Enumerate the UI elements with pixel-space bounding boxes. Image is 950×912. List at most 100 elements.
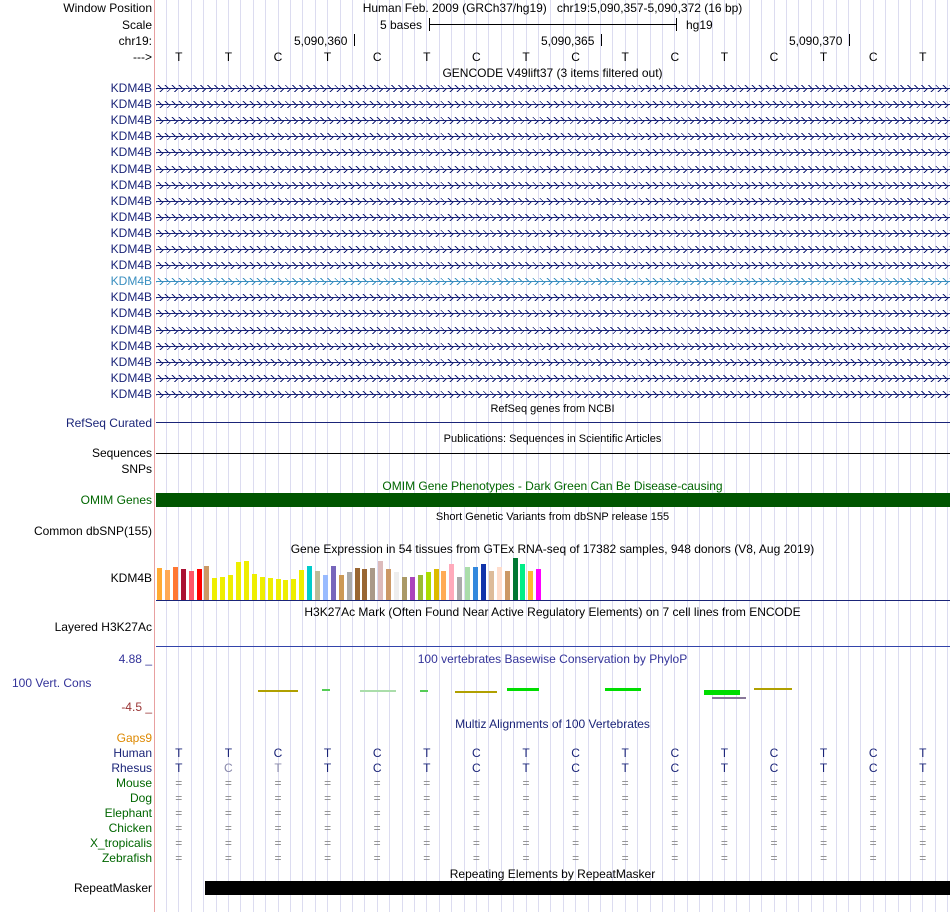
species-label[interactable]: Human xyxy=(113,746,152,760)
gtex-tissue-bar[interactable] xyxy=(354,568,360,600)
gencode-transcript-line[interactable] xyxy=(156,294,950,302)
gencode-transcript-line[interactable] xyxy=(156,358,950,366)
gtex-tissue-bar[interactable] xyxy=(172,567,178,600)
dbsnp-label[interactable]: Common dbSNP(155) xyxy=(33,524,152,538)
gencode-transcript-line[interactable] xyxy=(156,133,950,141)
gtex-tissue-bar[interactable] xyxy=(417,575,423,600)
species-label[interactable]: Dog xyxy=(129,791,152,805)
gtex-tissue-bar[interactable] xyxy=(338,575,344,600)
gencode-gene-label[interactable]: KDM4B xyxy=(110,225,152,240)
refseq-track-title[interactable]: RefSeq genes from NCBI xyxy=(490,403,615,415)
gtex-tissue-bar[interactable] xyxy=(243,561,249,600)
gaps-label[interactable]: Gaps9 xyxy=(116,731,152,745)
gtex-track-title[interactable]: Gene Expression in 54 tissues from GTEx … xyxy=(290,542,815,556)
gtex-tissue-bar[interactable] xyxy=(283,580,289,600)
gencode-transcript-line[interactable] xyxy=(156,213,950,221)
gtex-tissue-bar[interactable] xyxy=(236,562,241,600)
conservation-track-title[interactable]: 100 vertebrates Basewise Conservation by… xyxy=(417,652,688,666)
gtex-tissue-bar[interactable] xyxy=(465,567,471,600)
omim-feature-bar[interactable] xyxy=(156,493,950,507)
gencode-gene-label[interactable]: KDM4B xyxy=(110,81,152,95)
gtex-label[interactable]: KDM4B xyxy=(110,571,152,585)
gtex-tissue-bar[interactable] xyxy=(322,575,328,600)
gencode-gene-label[interactable]: KDM4B xyxy=(110,129,152,144)
gtex-tissue-bar[interactable] xyxy=(204,566,210,600)
refseq-label[interactable]: RefSeq Curated xyxy=(65,416,152,430)
gtex-tissue-bar[interactable] xyxy=(504,571,510,600)
gencode-gene-label[interactable]: KDM4B xyxy=(110,113,152,128)
gencode-transcript-line[interactable] xyxy=(156,326,950,334)
gtex-tissue-bar[interactable] xyxy=(370,568,376,600)
omim-track-title[interactable]: OMIM Gene Phenotypes - Dark Green Can Be… xyxy=(382,479,723,493)
gtex-tissue-bar[interactable] xyxy=(291,579,297,600)
omim-label[interactable]: OMIM Genes xyxy=(80,493,152,507)
gtex-tissue-bar[interactable] xyxy=(425,572,431,600)
gencode-gene-label[interactable]: KDM4B xyxy=(110,306,152,321)
gencode-gene-label[interactable]: KDM4B xyxy=(110,97,152,112)
gencode-transcript-line[interactable] xyxy=(156,181,950,189)
gencode-transcript-line[interactable] xyxy=(156,149,950,157)
gtex-tissue-bar[interactable] xyxy=(157,568,162,600)
gtex-tissue-bar[interactable] xyxy=(386,569,392,600)
gencode-transcript-line[interactable] xyxy=(156,197,950,205)
gencode-transcript-line[interactable] xyxy=(156,85,950,92)
gencode-gene-label[interactable]: KDM4B xyxy=(110,242,152,256)
refseq-gene-line[interactable] xyxy=(156,422,950,423)
gtex-tissue-bar[interactable] xyxy=(441,571,447,600)
gtex-tissue-bar[interactable] xyxy=(401,577,407,600)
gtex-tissue-bar[interactable] xyxy=(457,577,463,600)
gencode-transcript-line[interactable] xyxy=(156,165,950,173)
gtex-tissue-bar[interactable] xyxy=(528,571,534,600)
gencode-transcript-line[interactable] xyxy=(156,310,950,318)
gtex-tissue-bar[interactable] xyxy=(536,569,542,600)
gtex-tissue-bar[interactable] xyxy=(220,577,226,600)
gtex-tissue-bar[interactable] xyxy=(473,567,478,600)
gtex-tissue-bar[interactable] xyxy=(180,569,186,600)
gencode-gene-label[interactable]: KDM4B xyxy=(110,177,152,192)
gtex-tissue-bar[interactable] xyxy=(251,574,257,600)
gencode-gene-label[interactable]: KDM4B xyxy=(110,290,152,305)
repeat-element-bar[interactable] xyxy=(205,881,950,895)
gtex-tissue-bar[interactable] xyxy=(378,561,384,600)
gencode-gene-label[interactable]: KDM4B xyxy=(110,338,152,353)
repeatmasker-label[interactable]: RepeatMasker xyxy=(73,881,152,895)
gtex-tissue-bar[interactable] xyxy=(496,567,502,600)
gtex-tissue-bar[interactable] xyxy=(228,575,234,600)
dbsnp-track-title[interactable]: Short Genetic Variants from dbSNP releas… xyxy=(435,511,670,523)
gencode-gene-label[interactable]: KDM4B xyxy=(110,354,152,369)
publications-line[interactable] xyxy=(156,453,950,454)
gtex-tissue-bar[interactable] xyxy=(188,571,194,600)
gtex-tissue-bar[interactable] xyxy=(275,579,281,600)
h3k27ac-track-title[interactable]: H3K27Ac Mark (Often Found Near Active Re… xyxy=(304,605,801,619)
snps-label[interactable]: SNPs xyxy=(121,462,152,476)
gtex-tissue-bar[interactable] xyxy=(196,569,202,600)
gencode-gene-label[interactable]: KDM4B xyxy=(110,258,152,273)
gencode-gene-label[interactable]: KDM4B xyxy=(110,193,152,208)
conservation-label[interactable]: 100 Vert. Cons xyxy=(12,676,92,690)
gencode-transcript-line[interactable] xyxy=(156,262,950,270)
h3k27ac-label[interactable]: Layered H3K27Ac xyxy=(54,620,152,634)
gtex-tissue-bar[interactable] xyxy=(488,571,494,600)
gtex-tissue-bar[interactable] xyxy=(512,558,518,600)
gencode-gene-label[interactable]: KDM4B xyxy=(110,274,152,289)
gencode-gene-label[interactable]: KDM4B xyxy=(110,161,152,176)
gencode-track-title[interactable]: GENCODE V49lift37 (3 items filtered out) xyxy=(442,66,663,80)
gencode-transcript-line[interactable] xyxy=(156,390,950,398)
gtex-tissue-bar[interactable] xyxy=(330,566,336,600)
gencode-transcript-line[interactable] xyxy=(156,246,950,253)
gencode-gene-label[interactable]: KDM4B xyxy=(110,145,152,160)
species-label[interactable]: Zebrafish xyxy=(101,851,152,865)
gencode-transcript-line[interactable] xyxy=(156,374,950,382)
gencode-transcript-line[interactable] xyxy=(156,229,950,237)
species-label[interactable]: Rhesus xyxy=(111,761,152,775)
gencode-transcript-line[interactable] xyxy=(156,101,950,109)
gtex-tissue-bar[interactable] xyxy=(346,572,352,600)
gtex-tissue-bar[interactable] xyxy=(315,571,320,600)
gtex-tissue-bar[interactable] xyxy=(299,570,305,600)
gtex-tissue-bar[interactable] xyxy=(394,572,399,600)
gtex-tissue-bar[interactable] xyxy=(307,566,313,600)
species-label[interactable]: X_tropicalis xyxy=(89,836,152,850)
sequences-label[interactable]: Sequences xyxy=(91,446,152,460)
gtex-tissue-bar[interactable] xyxy=(164,570,170,600)
